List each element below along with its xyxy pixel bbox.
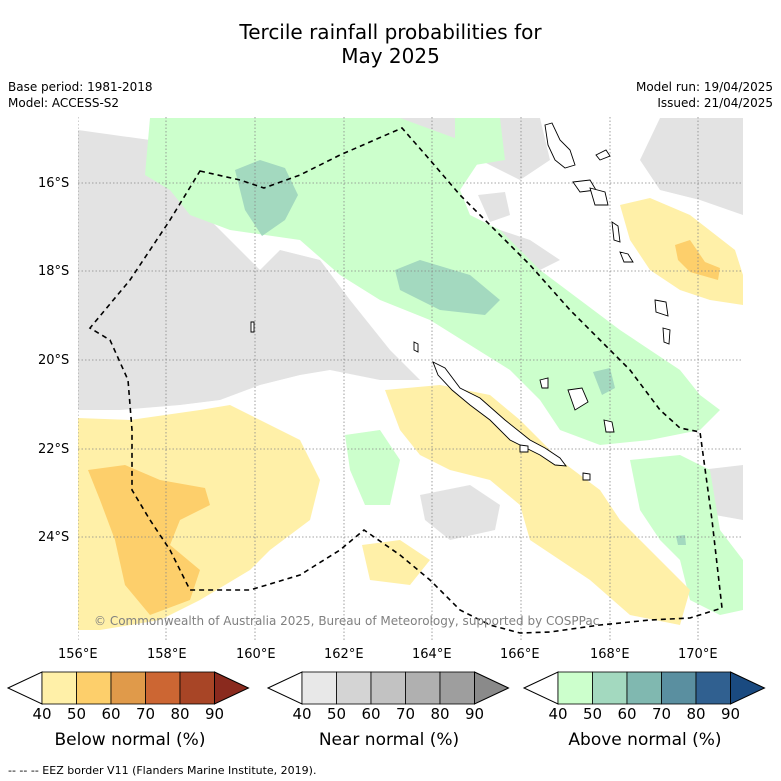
lon-label: 160°E — [236, 647, 276, 662]
colorbar-min-arrow — [266, 671, 303, 705]
colorbar-tick-label: 50 — [326, 705, 347, 723]
colorbar-segment — [661, 671, 697, 705]
colorbar-tick-label: 90 — [720, 705, 741, 723]
colorbar-tick-label: 40 — [292, 705, 312, 723]
lat-label: 22°S — [38, 442, 70, 457]
colorbar-tick-label: 80 — [686, 705, 706, 723]
colorbar-tick-label: 70 — [395, 705, 416, 723]
title-line-2: May 2025 — [341, 44, 440, 68]
colorbar-tick-label: 70 — [135, 705, 156, 723]
lat-label: 20°S — [38, 353, 70, 368]
title-line-1: Tercile rainfall probabilities for — [239, 20, 542, 44]
lon-label: 158°E — [147, 647, 187, 662]
colorbar-tick-label: 80 — [170, 705, 190, 723]
model-name: Model: ACCESS-S2 — [8, 96, 120, 110]
colorbar-segment — [179, 671, 215, 705]
colorbar-tick-label: 80 — [430, 705, 450, 723]
lon-label: 156°E — [58, 647, 98, 662]
colorbar-tick-label: 90 — [464, 705, 485, 723]
colorbar-segment — [592, 671, 628, 705]
copyright-credit: © Commonwealth of Australia 2025, Bureau… — [94, 614, 600, 628]
colorbar-segment — [76, 671, 112, 705]
lon-label: 170°E — [678, 647, 718, 662]
colorbar-min-arrow — [6, 671, 43, 705]
model-run: Model run: 19/04/2025 — [635, 80, 773, 94]
colorbar-segment — [145, 671, 181, 705]
base-period: Base period: 1981-2018 — [8, 80, 153, 94]
colorbar-segment — [370, 671, 406, 705]
lat-label: 24°S — [38, 530, 70, 545]
colorbar-segment — [695, 671, 731, 705]
colorbar-title-near: Near normal (%) — [318, 730, 460, 750]
lat-label: 18°S — [38, 264, 70, 279]
colorbar-max-arrow — [214, 671, 250, 705]
colorbar-tick-label: 90 — [204, 705, 225, 723]
colorbar-segment — [405, 671, 441, 705]
lon-label: 168°E — [590, 647, 630, 662]
colorbar-max-arrow — [474, 671, 510, 705]
colorbar-tick-label: 60 — [617, 705, 637, 723]
colorbar-segment — [557, 671, 593, 705]
lon-label: 162°E — [324, 647, 364, 662]
lon-label: 166°E — [500, 647, 540, 662]
colorbar-segment — [439, 671, 475, 705]
land-outlines — [250, 122, 671, 481]
graticule — [78, 117, 743, 640]
colorbar-segment — [41, 671, 77, 705]
colorbar-tick-label: 40 — [548, 705, 568, 723]
eez-border — [88, 127, 723, 634]
colorbar-max-arrow — [730, 671, 766, 705]
lon-label: 164°E — [412, 647, 452, 662]
eez-legend: -- -- -- EEZ border V11 (Flanders Marine… — [8, 764, 317, 777]
colorbar-title-above: Above normal (%) — [568, 730, 722, 750]
colorbar-title-below: Below normal (%) — [54, 730, 206, 750]
colorbar-tick-label: 60 — [101, 705, 121, 723]
colorbar-segment — [301, 671, 337, 705]
colorbar-tick-label: 60 — [361, 705, 381, 723]
colorbar-tick-label: 50 — [582, 705, 603, 723]
lat-label: 16°S — [38, 176, 70, 191]
colorbar-tick-label: 50 — [66, 705, 87, 723]
colorbar-tick-label: 40 — [32, 705, 52, 723]
colorbar-segment — [336, 671, 372, 705]
colorbar-segment — [626, 671, 662, 705]
colorbar-segment — [110, 671, 146, 705]
colorbar-tick-label: 70 — [651, 705, 672, 723]
issued-date: Issued: 21/04/2025 — [657, 96, 773, 110]
colorbar-min-arrow — [522, 671, 559, 705]
